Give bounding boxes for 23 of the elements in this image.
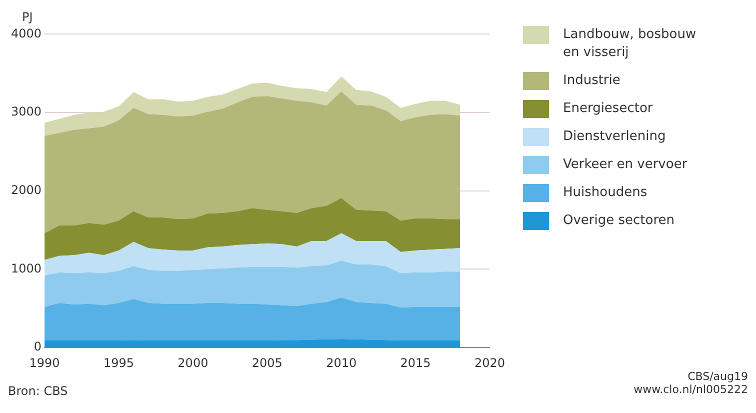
legend-label: Huishoudens [563, 184, 648, 202]
x-tick-label: 2020 [474, 356, 506, 370]
x-tick-label: 2000 [178, 356, 208, 370]
y-tick-label: 2000 [10, 183, 42, 198]
y-axis-title: PJ [22, 10, 33, 24]
legend-label: Energiesector [563, 100, 654, 118]
x-tick-label: 2015 [400, 356, 431, 370]
legend-label: Landbouw, bosbouw en visserij [563, 26, 698, 62]
x-tick-label: 1995 [103, 356, 134, 370]
x-tick-label: 2005 [252, 356, 282, 370]
y-tick-label: 1000 [10, 261, 42, 276]
y-tick-label: 3000 [10, 104, 42, 119]
legend-label: Dienstverlening [563, 128, 667, 146]
x-tick-label: 2010 [326, 356, 357, 370]
y-tick-label: 4000 [10, 26, 42, 40]
x-tick-label: 1990 [29, 356, 60, 370]
legend-label: Industrie [563, 72, 622, 90]
text: Bron: CBS [8, 384, 68, 398]
legend-label: Verkeer en vervoer [563, 156, 688, 174]
text: CBS/aug19 [686, 370, 748, 383]
text: www.clo.nl/nl005222 [634, 383, 748, 396]
legend-label: Overige sectoren [563, 212, 676, 230]
y-tick-label: 0 [34, 340, 42, 354]
